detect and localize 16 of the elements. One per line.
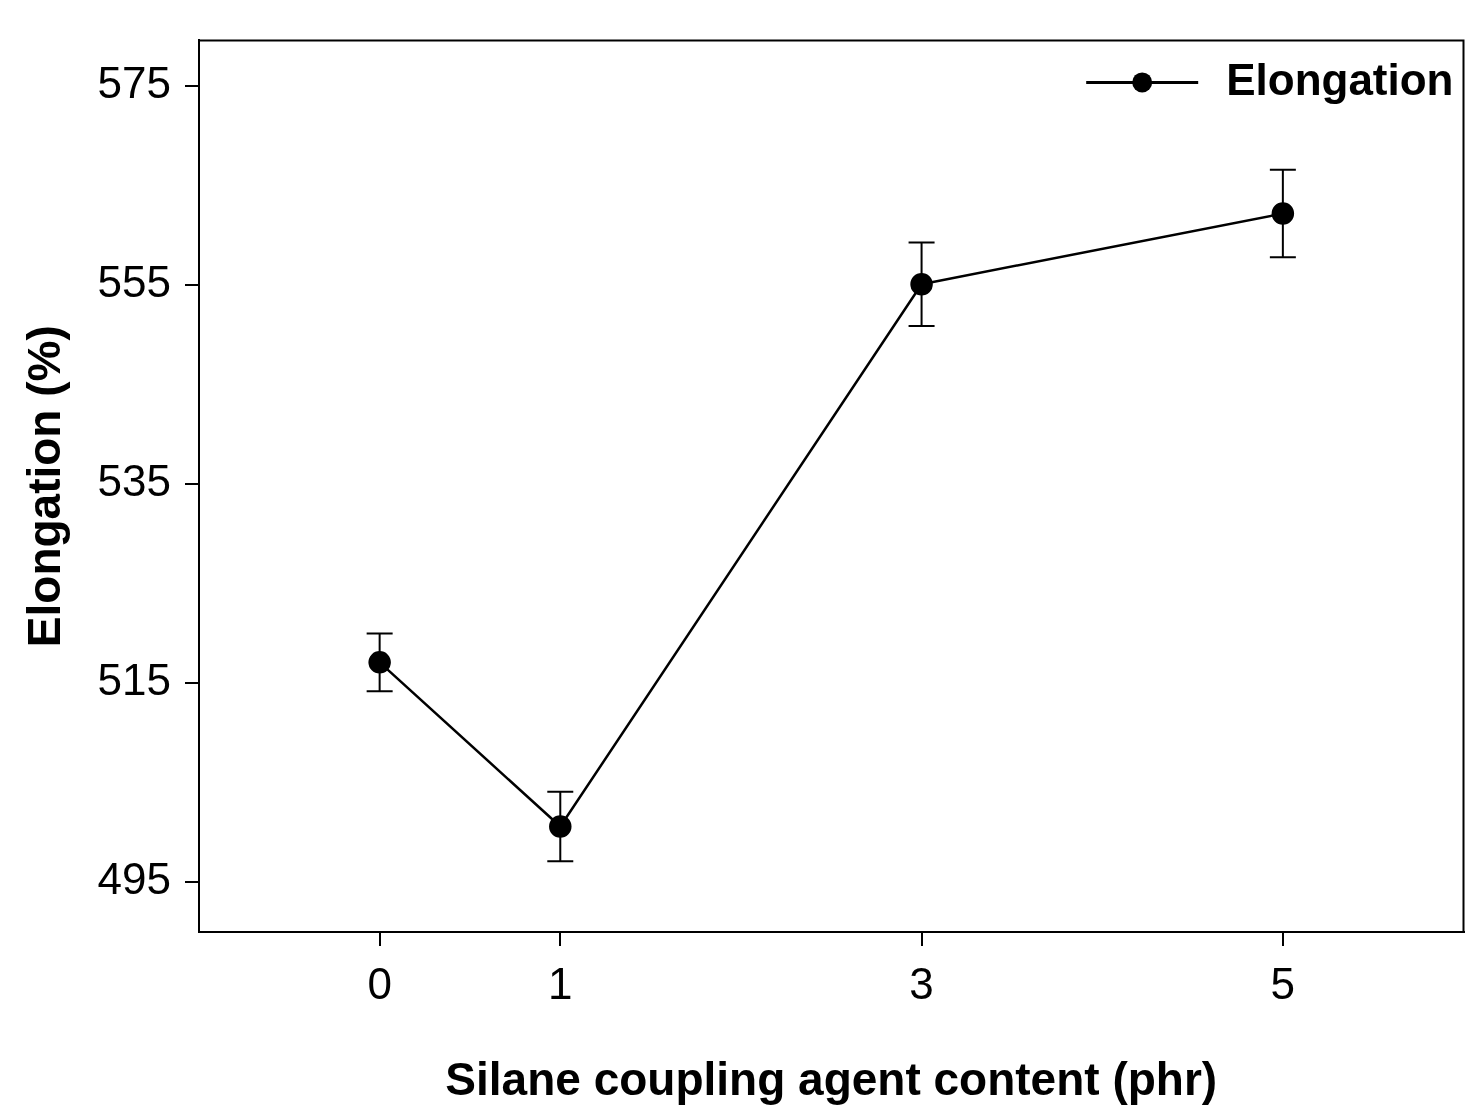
point — [549, 815, 572, 838]
point — [910, 272, 933, 296]
x-tick-label: 3 — [909, 958, 934, 1008]
y-tick-label: 495 — [97, 854, 171, 904]
point — [368, 651, 391, 674]
x-axis-title: Silane coupling agent content (phr) — [445, 1053, 1218, 1106]
x-tick-label: 1 — [548, 958, 573, 1008]
y-tick-label: 575 — [97, 58, 171, 108]
legend-label: Elongation — [1226, 54, 1454, 104]
point — [1271, 202, 1295, 225]
y-tick-label: 535 — [97, 456, 171, 506]
x-tick-label: 0 — [367, 958, 392, 1008]
y-tick-label: 515 — [97, 655, 171, 705]
y-tick-label: 555 — [97, 257, 171, 307]
y-axis-title: Elongation (%) — [18, 325, 71, 648]
x-tick-label: 5 — [1270, 958, 1296, 1008]
